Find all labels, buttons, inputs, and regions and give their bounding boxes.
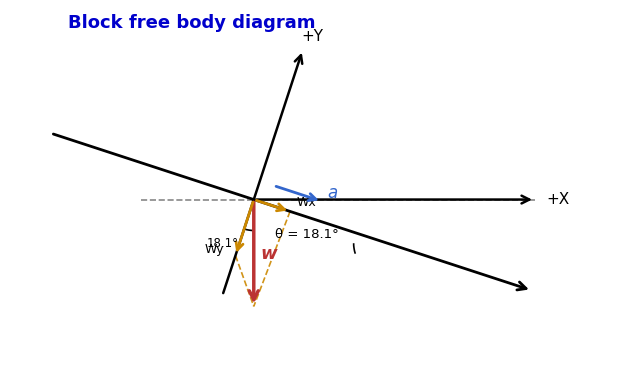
Text: +Y: +Y bbox=[302, 29, 324, 44]
Text: θ = 18.1°: θ = 18.1° bbox=[275, 227, 339, 241]
Text: +X: +X bbox=[546, 192, 569, 207]
Text: Wy: Wy bbox=[205, 243, 224, 256]
Text: Wx: Wx bbox=[297, 196, 317, 209]
Text: Block free body diagram: Block free body diagram bbox=[68, 14, 316, 32]
Text: a: a bbox=[327, 184, 337, 203]
Text: w: w bbox=[260, 244, 277, 263]
Text: 18.1°: 18.1° bbox=[207, 237, 239, 250]
